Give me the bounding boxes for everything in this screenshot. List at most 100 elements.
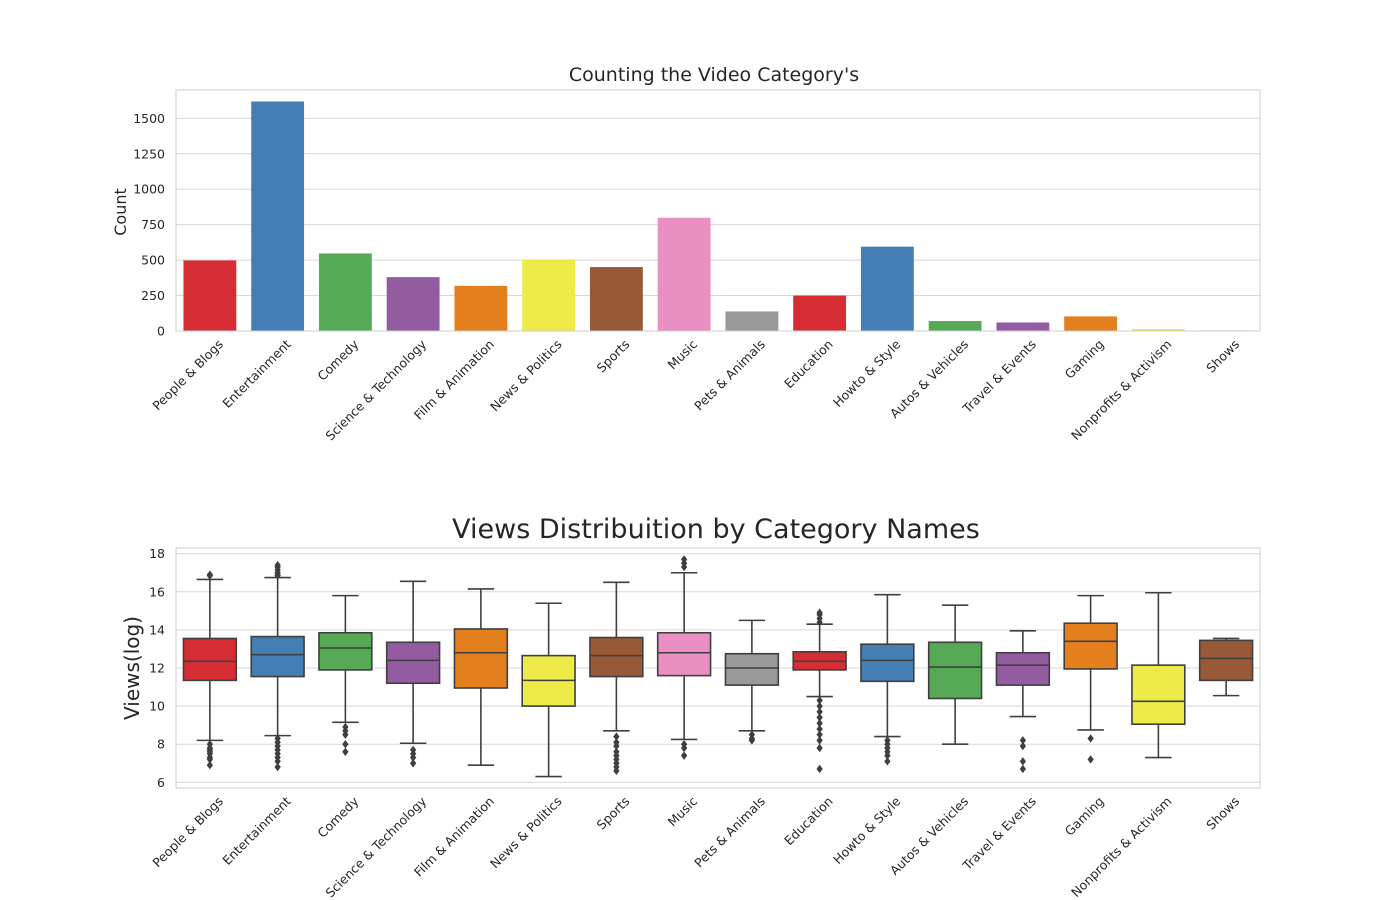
box-flier-entertainment-12 (274, 757, 281, 766)
box-flier-sports-0 (613, 732, 620, 741)
box-flier-music-4 (680, 743, 688, 753)
count-x-tick-sports: Sports (594, 337, 633, 376)
box-flier-comedy-4 (342, 747, 349, 757)
count-x-tick-comedy: Comedy (314, 336, 362, 384)
box-flier-pets-animals-2 (748, 736, 756, 745)
box-flier-travel-events-0 (1019, 736, 1027, 745)
views-y-tick-8: 8 (157, 737, 165, 752)
box-flier-howto-style-5 (884, 757, 891, 766)
count-y-tick-0: 0 (157, 324, 165, 339)
count-x-tick-entertainment: Entertainment (219, 336, 293, 410)
views-chart-frame (175, 547, 1261, 789)
count-y-tick-1500: 1500 (133, 111, 165, 126)
box-entertainment (250, 560, 305, 772)
box-iqr-comedy (318, 631, 373, 671)
box-flier-music-2 (680, 562, 688, 572)
count-chart-y-ticks: 0 250 500 750 1000 1250 1500 (133, 111, 165, 339)
views-x-tick-gaming: Gaming (1062, 794, 1107, 839)
box-flier-education-3 (816, 618, 823, 627)
box-flier-education-12 (816, 743, 823, 753)
views-x-tick-people-blogs: People & Blogs (149, 794, 226, 871)
box-flier-entertainment-5 (274, 571, 281, 580)
box-iqr-autos-vehicles (927, 641, 983, 700)
box-flier-travel-events-2 (1019, 757, 1027, 766)
count-x-tick-people-blogs: People & Blogs (149, 337, 226, 414)
views-y-tick-6: 6 (157, 775, 165, 790)
count-y-tick-250: 250 (141, 288, 165, 303)
box-flier-education-9 (816, 724, 823, 734)
count-y-tick-500: 500 (141, 253, 165, 268)
views-y-tick-16: 16 (149, 584, 165, 599)
box-flier-education-7 (816, 713, 823, 722)
box-flier-education-11 (816, 736, 823, 745)
box-autos-vehicles (927, 604, 983, 745)
box-iqr-film-animation (453, 628, 509, 689)
count-bar-travel-events (996, 322, 1050, 331)
views-x-tick-shows: Shows (1203, 794, 1242, 833)
box-flier-education-10 (816, 730, 823, 739)
box-flier-education-13 (816, 764, 823, 774)
views-chart-y-ticks: 6 8 10 12 14 16 18 (149, 546, 165, 790)
box-travel-events (995, 630, 1051, 774)
count-bar-sports (589, 267, 643, 331)
box-sports (589, 581, 644, 776)
count-x-tick-gaming: Gaming (1062, 337, 1107, 382)
count-bar-entertainment (251, 101, 305, 331)
box-iqr-sports (589, 636, 644, 678)
count-bar-music (657, 217, 711, 331)
count-y-tick-750: 750 (141, 217, 165, 232)
box-iqr-gaming (1063, 622, 1118, 670)
box-flier-sports-2 (613, 741, 620, 751)
views-x-tick-sports: Sports (594, 794, 633, 833)
views-y-tick-14: 14 (149, 622, 165, 637)
count-bar-science-technology (386, 277, 440, 331)
count-x-tick-pets-animals: Pets & Animals (691, 337, 768, 414)
box-iqr-nonprofits-activism (1131, 664, 1186, 725)
box-film-animation (453, 588, 509, 766)
box-news-politics (521, 602, 576, 778)
count-bar-people-blogs (183, 260, 237, 331)
box-howto-style (860, 593, 915, 766)
box-flier-comedy-3 (342, 739, 349, 749)
box-flier-education-5 (816, 701, 823, 711)
count-x-tick-music: Music (664, 336, 700, 372)
box-flier-science-technology-3 (409, 759, 417, 768)
count-x-tick-howto-style: Howto & Style (830, 336, 904, 410)
box-pets-animals (724, 619, 780, 745)
count-bar-nonprofits-activism (1131, 329, 1185, 331)
count-bar-gaming (1064, 316, 1118, 331)
views-x-tick-news-politics: News & Politics (487, 794, 565, 872)
views-y-tick-18: 18 (149, 546, 165, 561)
box-iqr-entertainment (250, 635, 305, 678)
box-flier-sports-8 (613, 766, 620, 776)
count-x-tick-shows: Shows (1203, 337, 1242, 376)
count-chart-y-axis-label: Count (111, 188, 130, 236)
count-chart-title: Counting the Video Category's (569, 64, 859, 86)
box-flier-people-blogs-8 (206, 755, 214, 764)
count-x-tick-travel-events: Travel & Events (959, 337, 1039, 417)
box-flier-science-technology-2 (409, 753, 417, 762)
box-flier-comedy-2 (342, 730, 349, 739)
views-chart-y-axis-label: Views(log) (120, 616, 144, 720)
count-y-tick-1250: 1250 (133, 146, 165, 161)
views-x-tick-pets-animals: Pets & Animals (691, 794, 768, 871)
box-flier-howto-style-4 (884, 751, 891, 760)
box-flier-travel-events-3 (1019, 764, 1027, 774)
box-music (656, 555, 712, 760)
box-gaming (1063, 594, 1118, 764)
views-x-tick-comedy: Comedy (314, 793, 362, 841)
box-flier-people-blogs-1 (206, 571, 214, 580)
count-bar-pets-animals (725, 311, 779, 331)
count-chart-bars (183, 101, 1253, 331)
count-bar-comedy (318, 253, 372, 331)
box-nonprofits-activism (1131, 591, 1186, 759)
views-y-tick-10: 10 (149, 699, 165, 714)
count-bar-news-politics (522, 259, 576, 331)
box-science-technology (385, 580, 441, 768)
box-flier-education-4 (816, 696, 823, 705)
views-x-tick-music: Music (664, 793, 700, 829)
count-bar-film-animation (454, 285, 508, 331)
box-flier-education-8 (816, 719, 823, 728)
